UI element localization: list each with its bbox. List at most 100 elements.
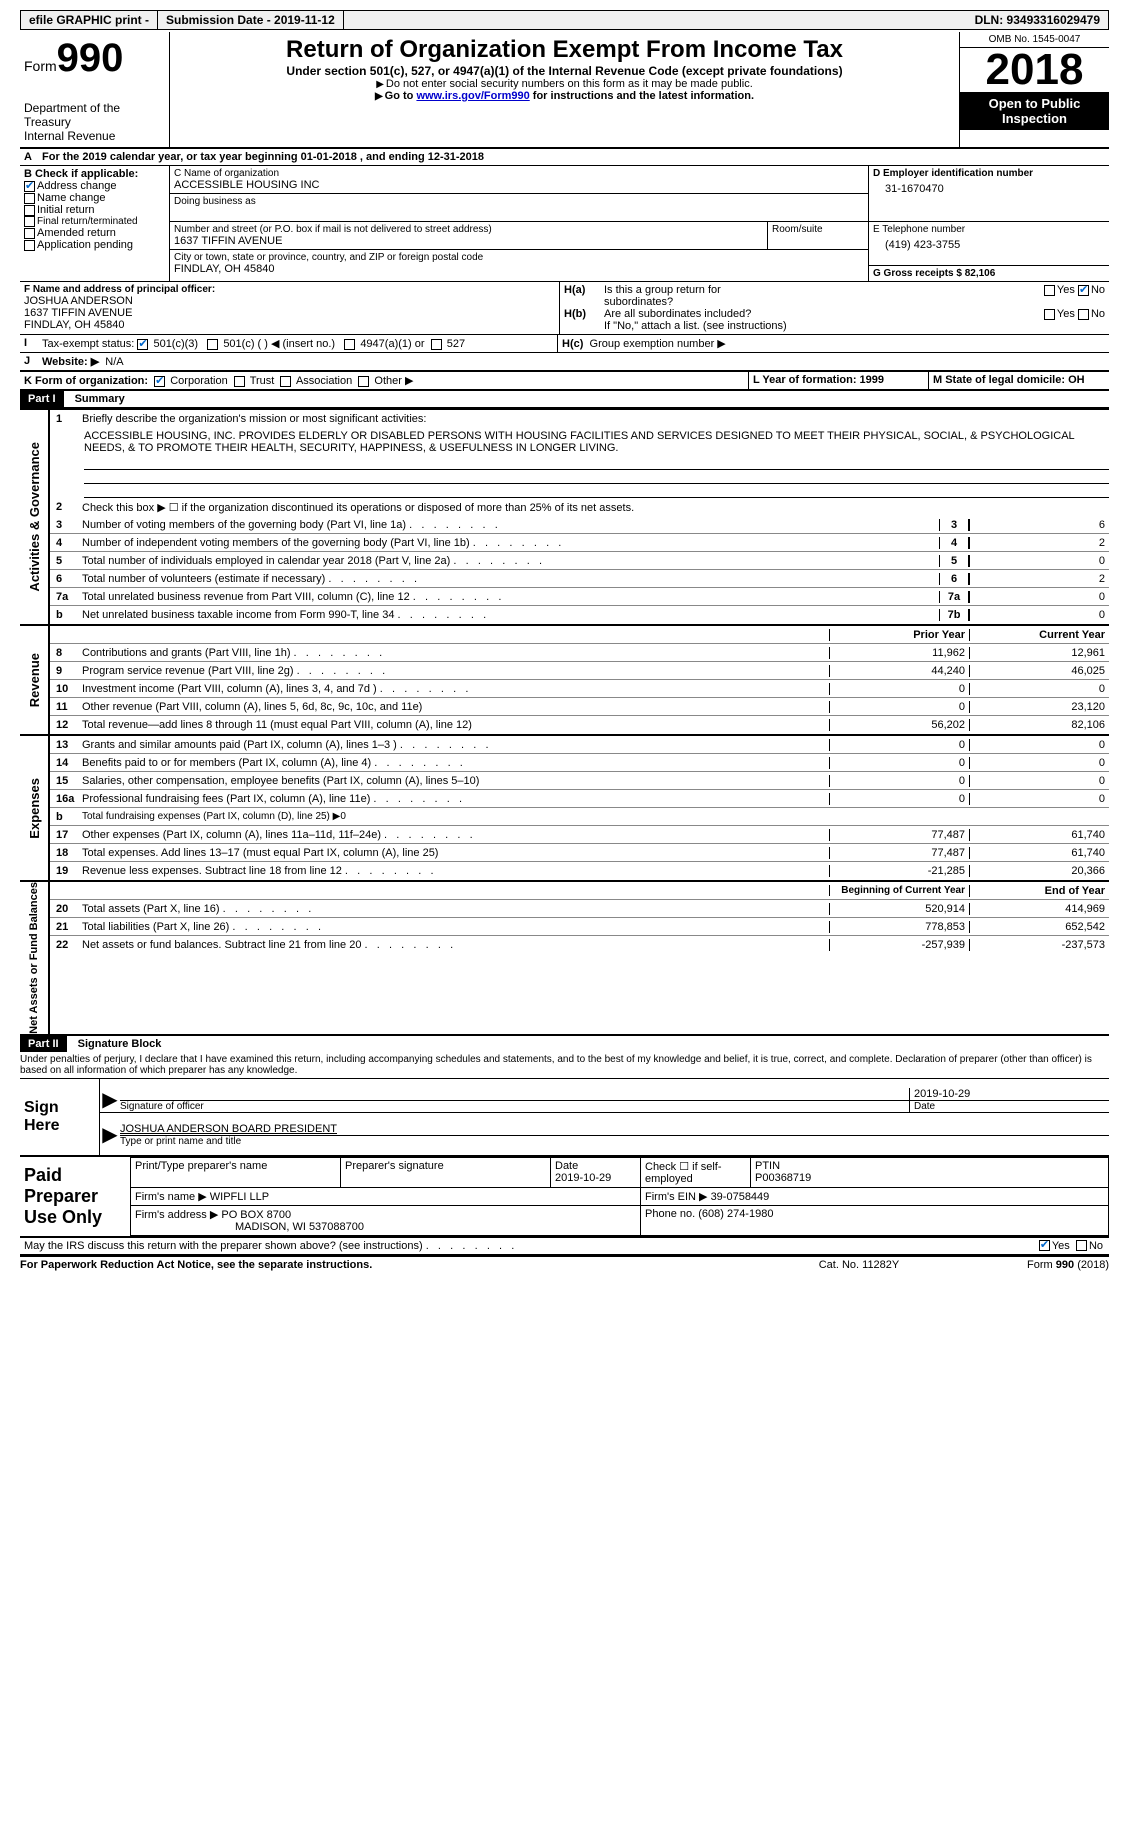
officer-addr2: FINDLAY, OH 45840 <box>24 319 555 331</box>
chk-name-label: Name change <box>37 192 106 204</box>
ein: 31-1670470 <box>873 179 1105 195</box>
chk-4947[interactable] <box>344 339 355 350</box>
box-c-label: C Name of organization <box>174 168 864 179</box>
ha-yes[interactable]: Yes <box>1057 284 1075 296</box>
firm-phone: (608) 274-1980 <box>698 1208 773 1220</box>
opt-527: 527 <box>447 338 465 350</box>
hc-label: H(c) <box>562 338 583 350</box>
irs-link[interactable]: www.irs.gov/Form990 <box>416 90 529 102</box>
line6-no: 6 <box>50 573 78 585</box>
opt-corp: Corporation <box>170 375 227 387</box>
topbar: efile GRAPHIC print - Submission Date - … <box>20 10 1109 30</box>
c12: 82,106 <box>969 719 1109 731</box>
period-text: For the 2019 calendar year, or tax year … <box>38 149 488 165</box>
prep-date-label: Date <box>555 1160 578 1172</box>
box-g: G Gross receipts $ 82,106 <box>873 268 1105 279</box>
c14: 0 <box>969 757 1109 769</box>
c17: 61,740 <box>969 829 1109 841</box>
form-note1: Do not enter social security numbers on … <box>174 78 955 90</box>
year-formation: L Year of formation: 1999 <box>749 372 929 389</box>
chk-address[interactable]: Address change <box>24 180 165 192</box>
line22-desc: Net assets or fund balances. Subtract li… <box>78 938 829 952</box>
val4: 2 <box>969 537 1109 549</box>
opt-4947: 4947(a)(1) or <box>360 338 424 350</box>
part2-title: Signature Block <box>70 1036 170 1052</box>
dln: DLN: 93493316029479 <box>967 11 1108 29</box>
line13-no: 13 <box>50 739 78 751</box>
hb-label: H(b) <box>564 308 604 320</box>
form-subtitle: Under section 501(c), 527, or 4947(a)(1)… <box>174 64 955 78</box>
p19: -21,285 <box>829 865 969 877</box>
firm-name-label: Firm's name ▶ <box>135 1191 207 1203</box>
ha-text2: subordinates? <box>604 296 673 308</box>
c22: -237,573 <box>969 939 1109 951</box>
line3-no: 3 <box>50 519 78 531</box>
chk-final[interactable]: Final return/terminated <box>24 216 165 227</box>
discuss-yes-chk[interactable] <box>1039 1240 1050 1251</box>
chk-527[interactable] <box>431 339 442 350</box>
c8: 12,961 <box>969 647 1109 659</box>
box7b: 7b <box>939 609 969 621</box>
chk-name[interactable]: Name change <box>24 192 165 204</box>
firm-ein: 39-0758449 <box>711 1191 770 1203</box>
line19-no: 19 <box>50 865 78 877</box>
line7a-no: 7a <box>50 591 78 603</box>
prep-sig-label: Preparer's signature <box>341 1157 551 1187</box>
chk-amended[interactable]: Amended return <box>24 227 165 239</box>
chk-501c3[interactable] <box>137 339 148 350</box>
discuss-no-chk[interactable] <box>1076 1240 1087 1251</box>
hdr-prior: Prior Year <box>829 629 969 641</box>
chk-address-label: Address change <box>37 180 117 192</box>
p22: -257,939 <box>829 939 969 951</box>
chk-application[interactable]: Application pending <box>24 239 165 251</box>
ha-no[interactable]: No <box>1091 284 1105 296</box>
chk-other[interactable] <box>358 376 369 387</box>
dba-label: Doing business as <box>174 196 864 207</box>
line15-no: 15 <box>50 775 78 787</box>
phone: (419) 423-3755 <box>873 235 1105 251</box>
line15-desc: Salaries, other compensation, employee b… <box>78 774 829 788</box>
chk-corp[interactable] <box>154 376 165 387</box>
efile-label[interactable]: efile GRAPHIC print - <box>21 11 158 29</box>
box-f-label: F Name and address of principal officer: <box>24 284 555 295</box>
line1-desc: Briefly describe the organization's miss… <box>78 412 1109 426</box>
sig-name-label: Type or print name and title <box>120 1135 1109 1147</box>
line18-no: 18 <box>50 847 78 859</box>
p16a: 0 <box>829 793 969 805</box>
discuss-yesno: Yes No <box>969 1240 1109 1252</box>
val3: 6 <box>969 519 1109 531</box>
p20: 520,914 <box>829 903 969 915</box>
chk-501c[interactable] <box>207 339 218 350</box>
line17-desc: Other expenses (Part IX, column (A), lin… <box>78 828 829 842</box>
chk-initial[interactable]: Initial return <box>24 204 165 216</box>
c15: 0 <box>969 775 1109 787</box>
line11-no: 11 <box>50 701 78 713</box>
p18: 77,487 <box>829 847 969 859</box>
sig-name: JOSHUA ANDERSON BOARD PRESIDENT <box>120 1123 1109 1135</box>
p12: 56,202 <box>829 719 969 731</box>
c18: 61,740 <box>969 847 1109 859</box>
c13: 0 <box>969 739 1109 751</box>
line16a-no: 16a <box>50 793 78 805</box>
hb-yes[interactable]: Yes <box>1057 308 1075 320</box>
chk-trust[interactable] <box>234 376 245 387</box>
officer-name: JOSHUA ANDERSON <box>24 295 555 307</box>
p8: 11,962 <box>829 647 969 659</box>
goto-pre: Go to <box>385 90 417 102</box>
dept-irs: Internal Revenue <box>24 129 165 143</box>
c20: 414,969 <box>969 903 1109 915</box>
line4-desc: Number of independent voting members of … <box>78 536 939 550</box>
c16a: 0 <box>969 793 1109 805</box>
opt-other: Other ▶ <box>374 375 413 387</box>
chk-application-label: Application pending <box>37 239 133 251</box>
ha-label: H(a) <box>564 284 604 308</box>
label-a: A <box>20 149 38 165</box>
p10: 0 <box>829 683 969 695</box>
p11: 0 <box>829 701 969 713</box>
hc-text: Group exemption number ▶ <box>590 338 726 350</box>
prep-check[interactable]: Check ☐ if self-employed <box>641 1157 751 1187</box>
line1-no: 1 <box>50 413 78 425</box>
sig-officer-label: Signature of officer <box>120 1100 909 1112</box>
hb-no[interactable]: No <box>1091 308 1105 320</box>
chk-assoc[interactable] <box>280 376 291 387</box>
